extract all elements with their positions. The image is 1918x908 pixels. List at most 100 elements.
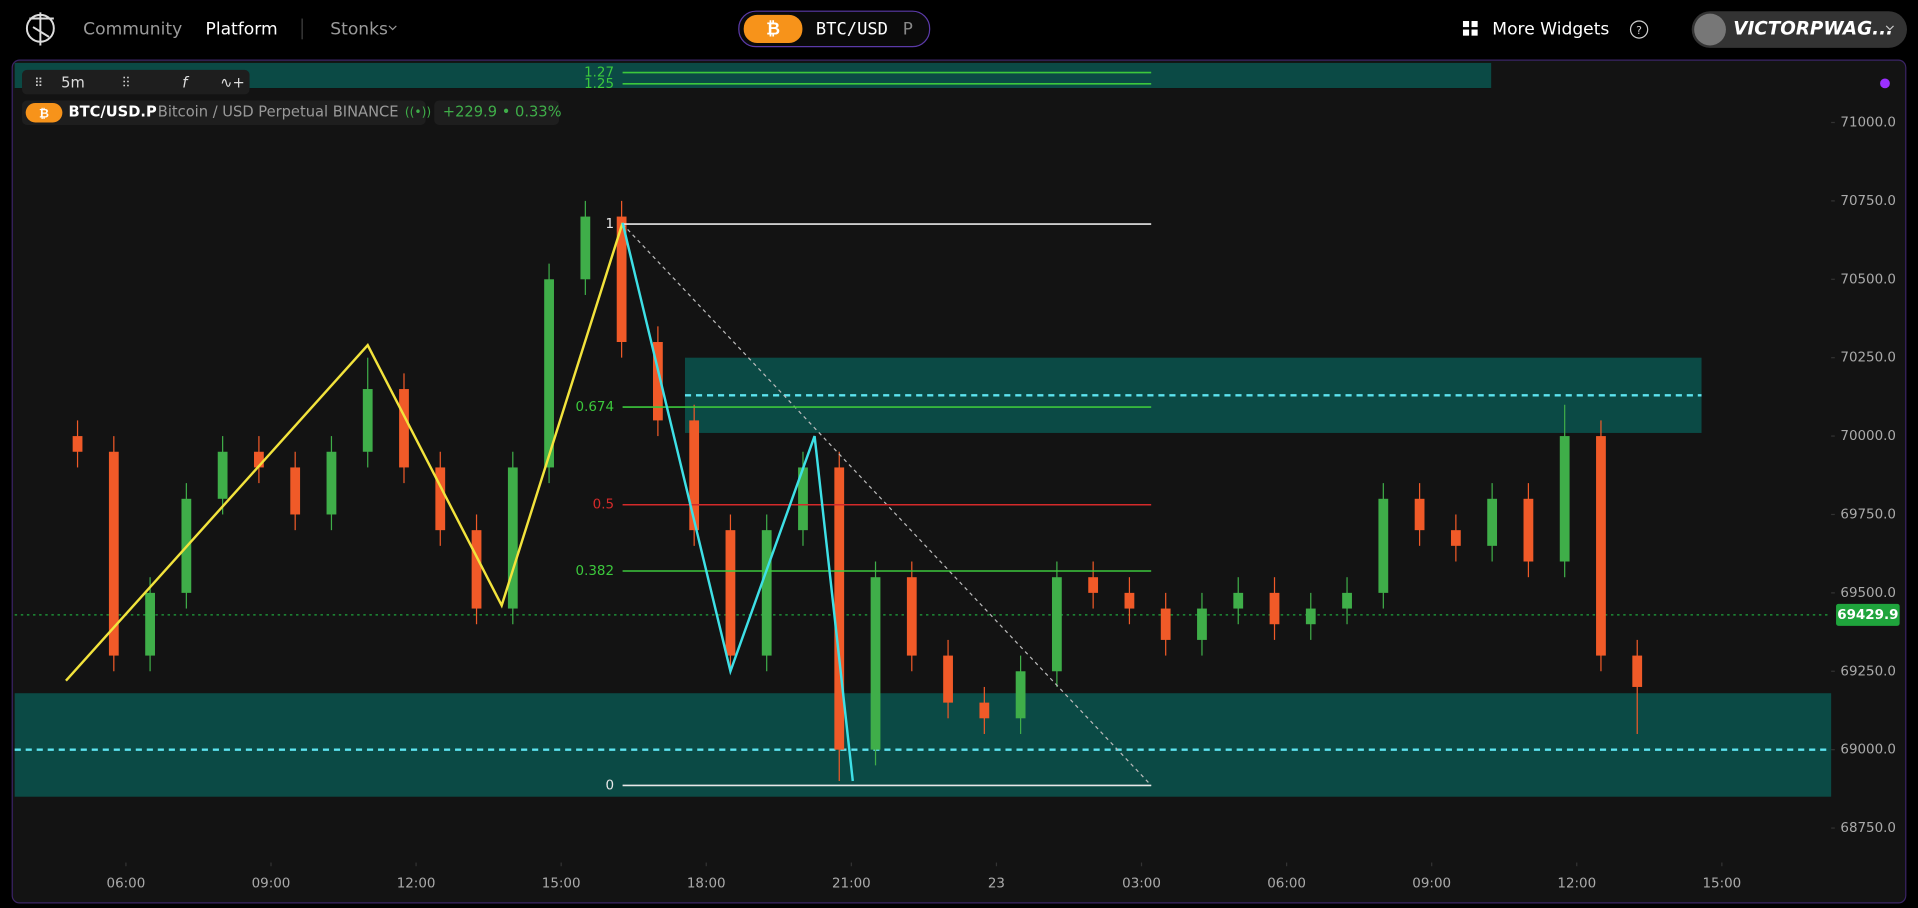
candle-body — [616, 216, 627, 343]
y-tick-label: 70000.0 — [1840, 429, 1896, 444]
candle-body — [1124, 592, 1135, 609]
candle-body — [689, 420, 700, 531]
candle-body — [290, 467, 301, 515]
candle-body — [362, 389, 373, 452]
btc-badge — [25, 102, 63, 123]
y-tick-label: 71000.0 — [1840, 115, 1896, 130]
candle-body — [1305, 608, 1316, 625]
candle-body — [399, 389, 409, 468]
x-tick-label: 15:00 — [542, 876, 581, 891]
legend-symbol: BTC/USD.P — [69, 104, 157, 121]
x-tick-label: 18:00 — [687, 876, 726, 891]
x-tick-label: 23 — [988, 876, 1005, 891]
y-tick-label: 70500.0 — [1840, 272, 1896, 287]
candle-body — [326, 451, 337, 515]
candle-body — [1197, 608, 1207, 640]
candle-body — [108, 451, 119, 656]
zigzag — [65, 222, 624, 682]
candle-body — [1051, 577, 1062, 672]
help-icon[interactable] — [1629, 20, 1649, 39]
live-icon: ((•)) — [405, 105, 431, 119]
candle-body — [1233, 592, 1244, 609]
zigzag — [621, 222, 855, 782]
x-tick-label: 21:00 — [832, 876, 871, 891]
x-tick-label: 12:00 — [397, 876, 436, 891]
legend-exchange: BINANCE — [333, 104, 399, 121]
y-tick-label: 70250.0 — [1840, 351, 1896, 366]
y-tick-label: 70750.0 — [1840, 194, 1896, 209]
x-tick-label: 12:00 — [1557, 876, 1596, 891]
y-tick-label: 69750.0 — [1840, 507, 1896, 522]
chart-type-button[interactable]: ⫶⫶ — [122, 74, 129, 91]
btc-icon: ₿ — [766, 20, 780, 40]
candle-body — [1088, 577, 1099, 593]
drag-icon[interactable]: ⠿ — [34, 76, 43, 90]
candle-body — [1378, 498, 1389, 593]
candle-body — [1632, 655, 1643, 687]
y-tick-label: 69000.0 — [1840, 743, 1896, 758]
candle-body — [72, 436, 83, 452]
fib-label: 1.25 — [584, 77, 614, 92]
candle-body — [1523, 498, 1534, 562]
fib-label: 0.5 — [593, 498, 614, 513]
toolbar: ⠿ 5m ⫶⫶ f ∿+ — [22, 69, 250, 95]
symbol-switch[interactable]: ₿ BTC/USD P — [738, 10, 931, 48]
widgets-icon — [1462, 20, 1478, 36]
fib-label: 0.674 — [576, 400, 614, 415]
zone — [14, 693, 1832, 797]
help-glyph: ? — [1636, 24, 1642, 37]
legend-description: Bitcoin / USD Perpetual — [158, 104, 328, 121]
y-tick-label: 69250.0 — [1840, 664, 1896, 679]
fib-label: 0 — [605, 778, 614, 793]
candle-body — [1559, 436, 1570, 562]
x-tick-label: 15:00 — [1702, 876, 1741, 891]
widgets-button[interactable]: More Widgets — [1492, 20, 1609, 40]
candle-body — [870, 577, 881, 750]
user-name[interactable]: VICTORPWAG... — [1733, 19, 1893, 40]
symbol-legend: ₿ BTC/USD.P Bitcoin / USD Perpetual BINA… — [22, 100, 562, 125]
logo[interactable] — [25, 12, 55, 46]
x-tick-label: 06:00 — [1267, 876, 1306, 891]
interval[interactable]: 5m — [61, 74, 85, 91]
avatar — [1694, 13, 1726, 46]
status-dot — [1880, 78, 1890, 89]
last-price-label: 69429.9 — [1837, 608, 1898, 623]
x-tick-label: 09:00 — [252, 876, 291, 891]
candle-body — [254, 451, 264, 468]
y-tick-label: 68750.0 — [1840, 821, 1896, 836]
x-tick-label: 03:00 — [1122, 876, 1161, 891]
candle-body — [1450, 530, 1461, 546]
candle-body — [798, 467, 808, 531]
candle-body — [725, 530, 736, 656]
candle-body — [1414, 498, 1425, 531]
nav-link[interactable]: Platform — [206, 20, 278, 40]
fib-label: 1.27 — [584, 66, 614, 81]
symbol[interactable]: BTC/USD — [816, 20, 888, 40]
candle-body — [1269, 592, 1280, 625]
fib-label: 1 — [605, 217, 614, 232]
candle-body — [471, 530, 482, 609]
nav-link[interactable]: Stonks — [330, 20, 388, 40]
fib-label: 0.382 — [576, 564, 614, 579]
x-tick-label: 06:00 — [107, 876, 146, 891]
drawing-button[interactable]: ∿+ — [220, 74, 245, 91]
change-bg — [434, 100, 560, 125]
candle-body — [1160, 608, 1171, 640]
candle-body — [507, 467, 518, 609]
candle-body — [1015, 671, 1026, 719]
indicators-button[interactable]: f — [182, 74, 189, 91]
y-tick-label: 69500.0 — [1840, 586, 1896, 601]
candle-body — [217, 451, 228, 499]
x-tick-label: 09:00 — [1412, 876, 1451, 891]
last-price-tag — [1836, 603, 1900, 626]
btc-badge — [743, 14, 803, 43]
plot: 71000.0 70750.0 70500.0 70250.0 70000.0 69750… — [14, 62, 1900, 891]
candle-body — [544, 279, 554, 468]
nav-link[interactable]: Community — [83, 20, 182, 40]
candle-body — [834, 467, 845, 750]
user-pill[interactable] — [1691, 11, 1907, 48]
candle-body — [652, 342, 663, 421]
candle-body — [1596, 436, 1606, 656]
